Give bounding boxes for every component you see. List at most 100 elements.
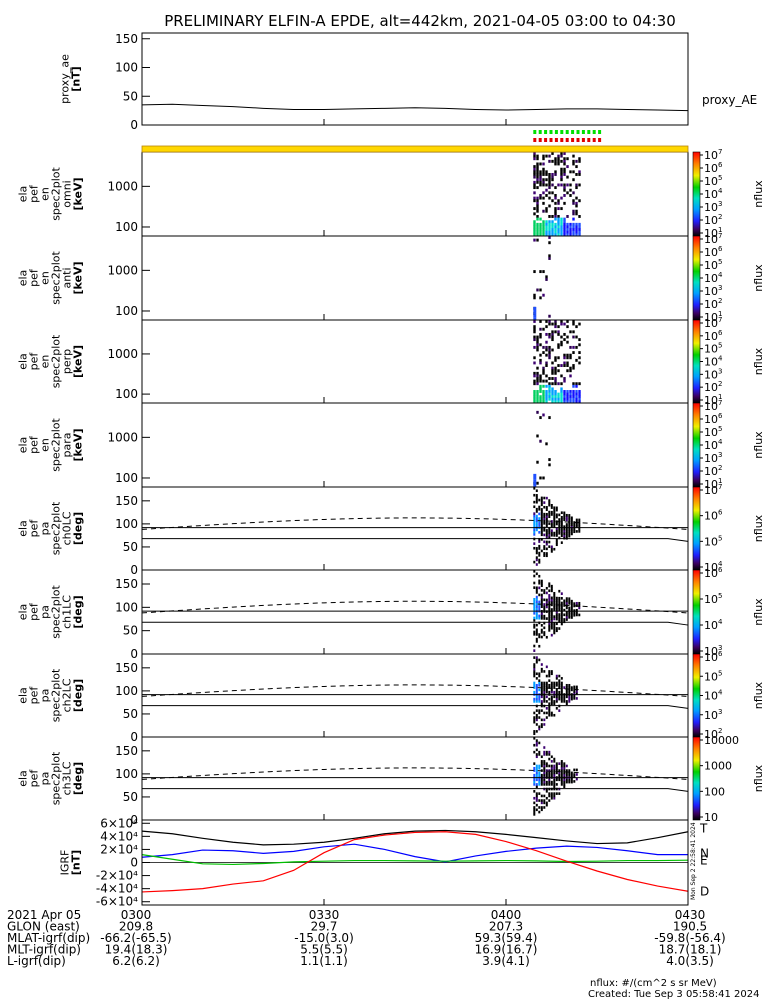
heatmap-cell xyxy=(538,561,541,564)
heatmap-cell xyxy=(533,374,536,378)
heatmap-cell xyxy=(563,773,566,777)
heatmap-cell xyxy=(553,598,556,602)
heatmap-cell xyxy=(569,356,572,360)
heatmap-cell xyxy=(560,615,563,619)
heatmap-cell xyxy=(560,230,563,234)
heatmap-cell xyxy=(533,338,536,342)
heatmap-cell xyxy=(578,228,581,232)
heatmap-cell xyxy=(555,769,558,772)
heatmap-cell xyxy=(548,679,551,682)
heatmap-cell xyxy=(569,390,572,393)
colorbar-tick-label: 107 xyxy=(704,483,722,497)
heatmap-cell xyxy=(533,533,536,536)
heatmap-cell xyxy=(548,783,551,786)
heatmap-cell xyxy=(550,503,553,507)
heatmap-cell xyxy=(570,688,573,692)
heatmap-cell xyxy=(533,356,536,360)
time-axis-value: 16.9(16.7) xyxy=(475,943,538,957)
panel-frame xyxy=(141,736,689,821)
heatmap-cell xyxy=(563,766,566,770)
heatmap-cell xyxy=(560,608,563,612)
heatmap-cell xyxy=(563,513,566,517)
heatmap-cell xyxy=(540,510,543,514)
heatmap-cell xyxy=(533,183,536,187)
colorbar-tick-label: 103 xyxy=(704,367,722,381)
heatmap-cell xyxy=(548,390,551,393)
heatmap-cell xyxy=(548,672,551,676)
heatmap-cell xyxy=(536,345,539,349)
heatmap-cell xyxy=(557,183,560,187)
heatmap-cell xyxy=(535,630,538,634)
heatmap-cell xyxy=(560,601,563,605)
heatmap-cell xyxy=(538,688,541,692)
heatmap-cell xyxy=(535,551,538,555)
heatmap-cell xyxy=(535,785,538,789)
y-axis-label: ela xyxy=(17,687,30,704)
heatmap-cell xyxy=(558,709,561,712)
heatmap-cell xyxy=(539,416,542,420)
heatmap-cell xyxy=(533,720,536,724)
heatmap-cell xyxy=(533,505,536,509)
heatmap-cell xyxy=(545,348,548,352)
heatmap-cell xyxy=(570,518,573,522)
heatmap-cell xyxy=(539,327,542,331)
heatmap-cell xyxy=(536,222,539,226)
heatmap-cell xyxy=(536,335,539,339)
heatmap-cell xyxy=(558,615,561,619)
heatmap-cell xyxy=(575,212,578,216)
heatmap-cell xyxy=(543,533,546,537)
heatmap-cell xyxy=(563,162,566,166)
y-tick-label: 50 xyxy=(123,624,138,638)
heatmap-cell xyxy=(540,549,543,553)
panel-frame xyxy=(141,235,689,321)
heatmap-cell xyxy=(539,270,542,274)
heatmap-cell xyxy=(575,768,578,772)
heatmap-cell xyxy=(540,517,543,520)
heatmap-cell xyxy=(545,554,548,558)
heatmap-cell xyxy=(578,530,581,533)
heatmap-cell xyxy=(555,529,558,533)
heatmap-cell xyxy=(569,188,572,192)
heatmap-cell xyxy=(550,529,553,532)
colorbar xyxy=(692,736,701,821)
heatmap-cell xyxy=(540,624,543,627)
heatmap-cell xyxy=(548,320,551,323)
time-axis-value: -15.0(3.0) xyxy=(294,931,354,945)
heatmap-cell xyxy=(560,760,563,763)
heatmap-cell xyxy=(553,506,556,510)
heatmap-cell xyxy=(545,183,548,187)
y-tick-label: 100 xyxy=(115,600,138,614)
heatmap-cell xyxy=(535,507,538,511)
heatmap-cell xyxy=(554,322,557,326)
heatmap-cell xyxy=(548,610,551,614)
heatmap-cell xyxy=(539,400,542,404)
heatmap-cell xyxy=(550,610,553,614)
heatmap-cell xyxy=(555,766,558,770)
panel-frame xyxy=(141,486,689,571)
heatmap-cell xyxy=(543,614,546,618)
y-axis-label: [nT] xyxy=(70,66,83,91)
heatmap-cell xyxy=(568,613,571,617)
heatmap-cell xyxy=(569,353,572,357)
heatmap-cell xyxy=(560,766,563,770)
colorbar-tick-label: 101 xyxy=(704,310,722,324)
heatmap-cell xyxy=(545,750,548,754)
heatmap-cell xyxy=(533,473,537,477)
heatmap-cell xyxy=(578,527,581,531)
heatmap-cell xyxy=(560,518,563,521)
heatmap-cell xyxy=(568,780,571,784)
heatmap-cell xyxy=(545,207,548,211)
heatmap-cell xyxy=(575,159,578,163)
heatmap-cell xyxy=(543,753,546,756)
heatmap-cell xyxy=(575,358,578,362)
heatmap-cells-para xyxy=(533,410,551,487)
heatmap-cell xyxy=(560,622,563,626)
heatmap-cell xyxy=(557,220,560,224)
heatmap-cell xyxy=(540,764,543,768)
heatmap-cell xyxy=(545,665,548,669)
colorbar-tick-label: 107 xyxy=(704,399,722,413)
heatmap-cell xyxy=(560,387,563,391)
y-axis-label: proxy_ae xyxy=(59,54,72,104)
heatmap-cell xyxy=(560,677,563,680)
time-axis-value: 59.3(59.4) xyxy=(475,931,538,945)
